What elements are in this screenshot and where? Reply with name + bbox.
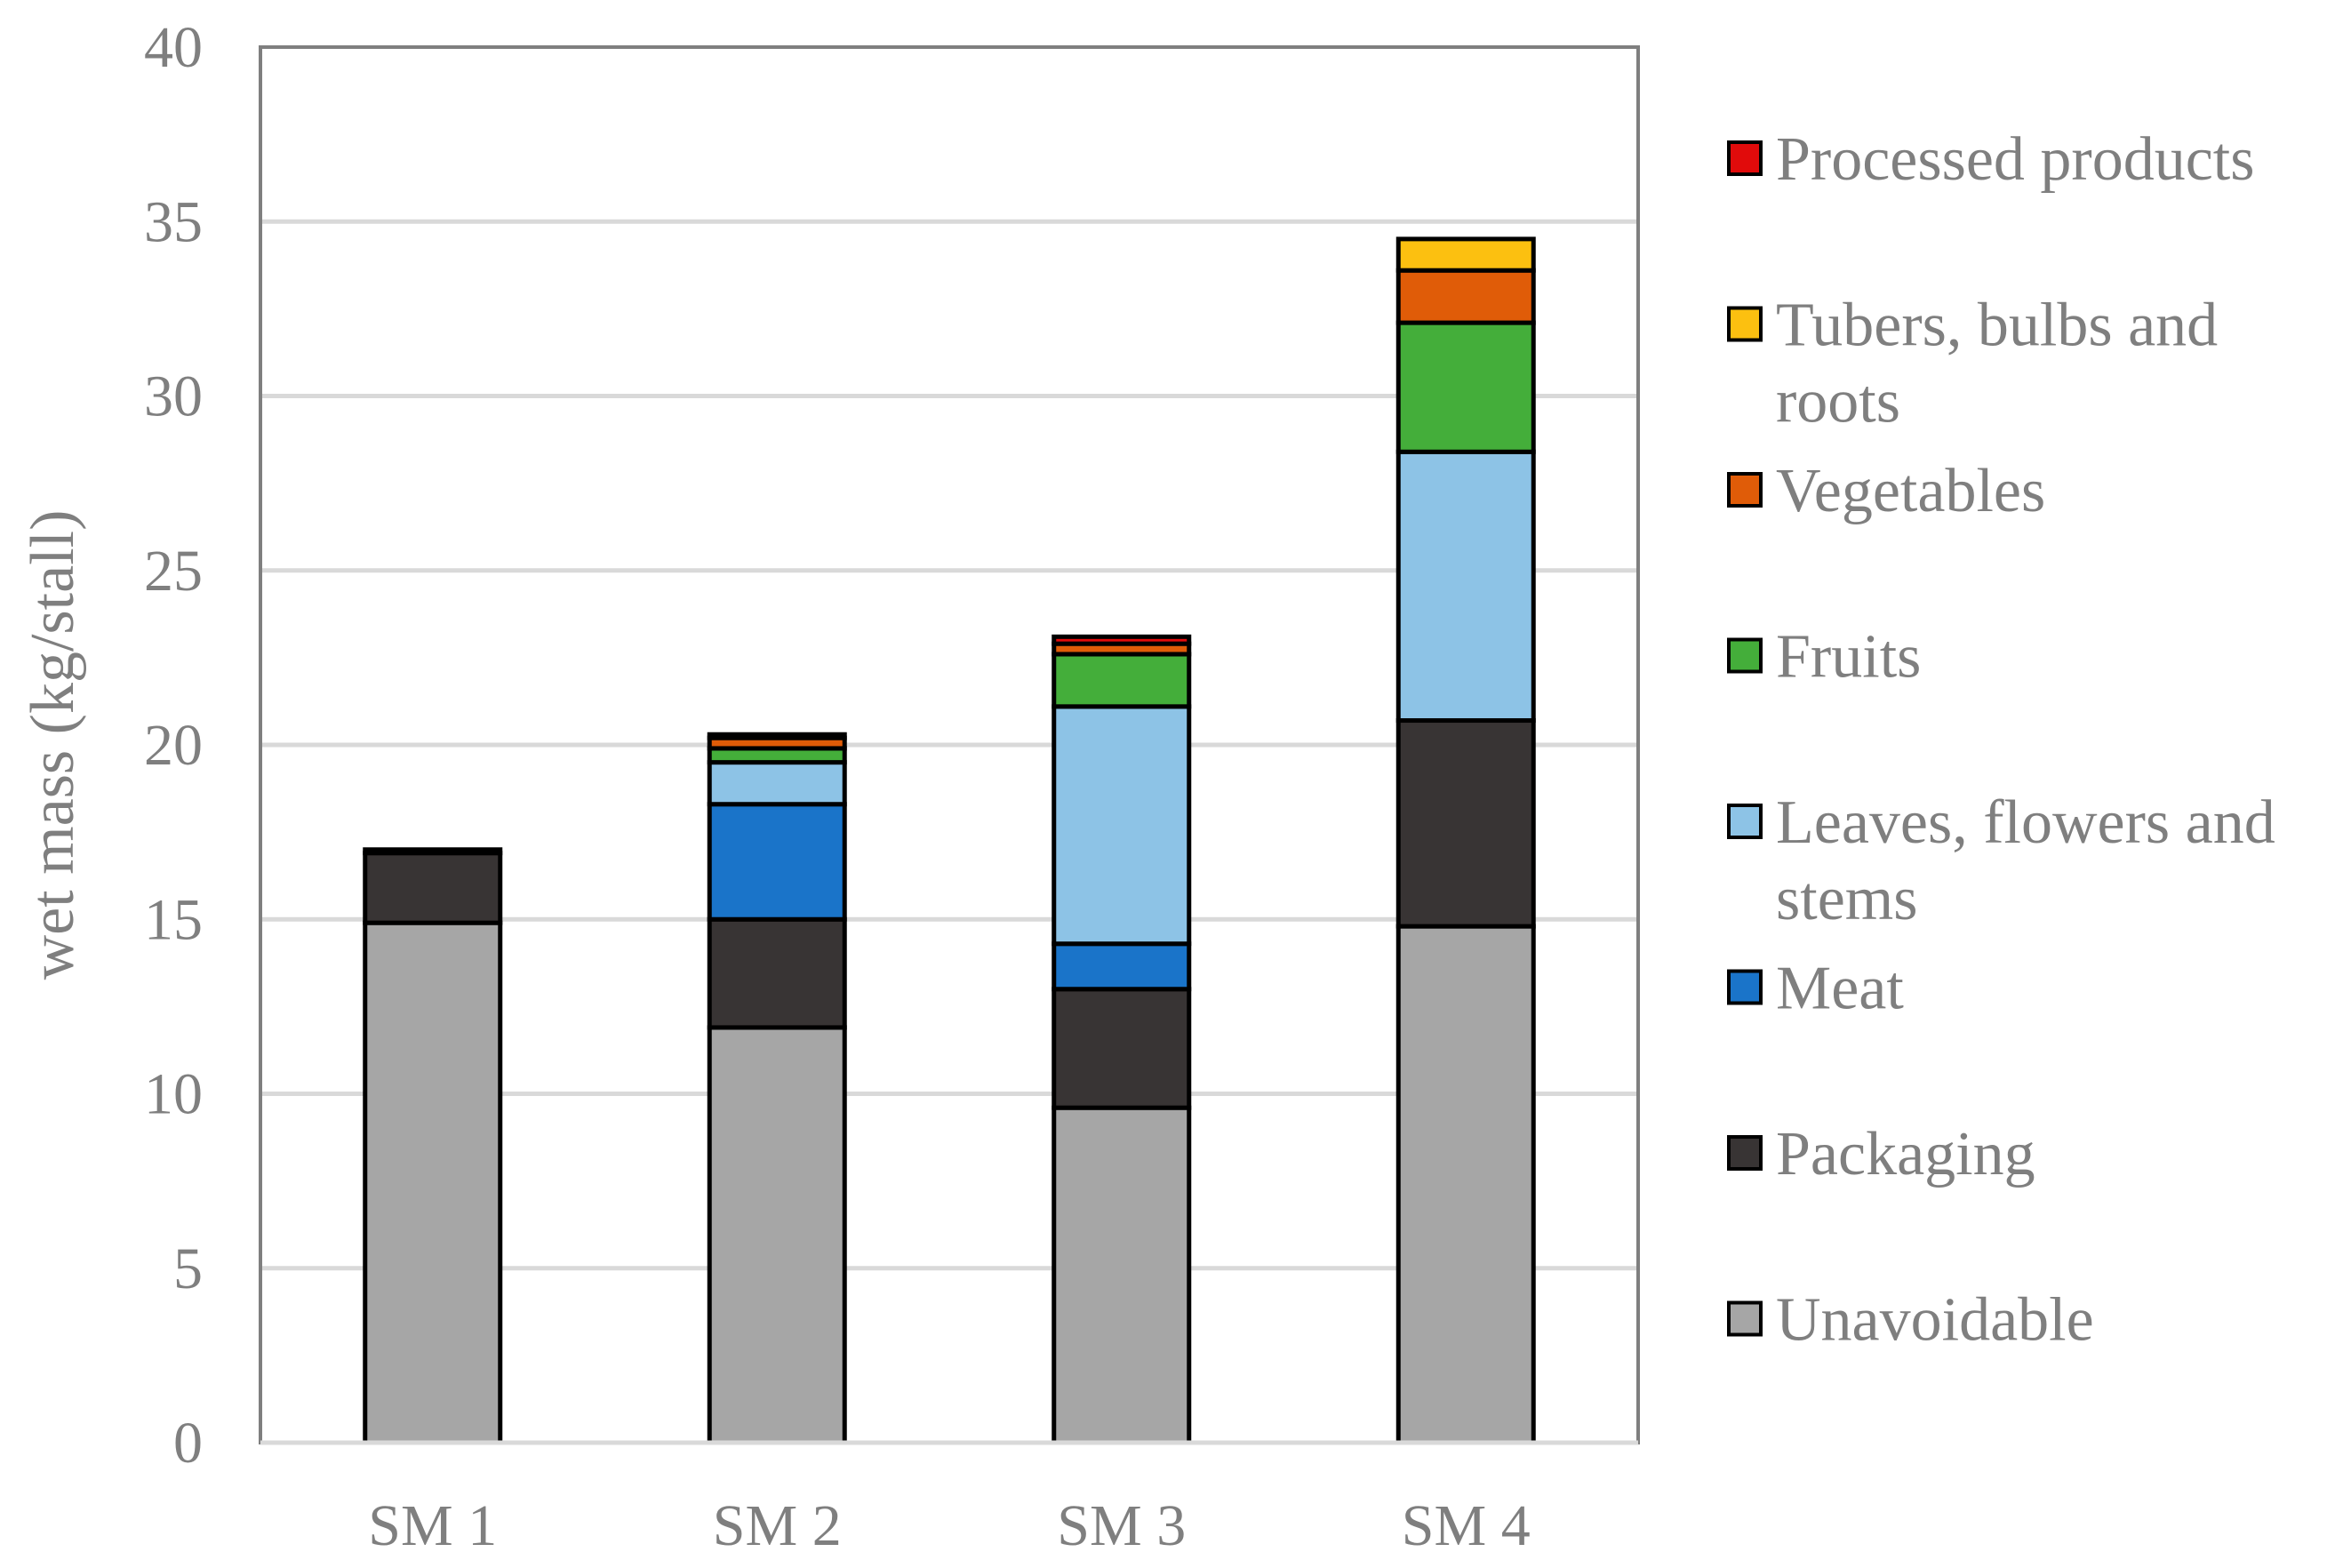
bar-segment: [363, 847, 503, 856]
x-tick-label: SM 2: [713, 1493, 842, 1558]
legend-swatch: [1727, 969, 1763, 1005]
legend-swatch: [1727, 804, 1763, 839]
legend-label: stems: [1776, 865, 1917, 933]
bar-segment: [1052, 941, 1192, 992]
legend-swatch: [1727, 140, 1763, 176]
bar-segment: [363, 920, 503, 1445]
legend-swatch: [1727, 1135, 1763, 1171]
bar-segment: [707, 802, 847, 922]
bar-segment: [1052, 704, 1192, 947]
legend: Processed products Tubers, bulbs and roots…: [1727, 125, 2275, 1355]
legend-label: Processed products: [1776, 125, 2255, 194]
legend-label: Packaging: [1776, 1120, 2035, 1188]
bar-segment: [363, 851, 503, 925]
y-tick-label: 0: [173, 1411, 203, 1476]
y-tick-label: 40: [144, 15, 203, 80]
bar-segment: [1052, 987, 1192, 1110]
legend-swatch: [1727, 472, 1763, 508]
bar-segment: [1395, 268, 1536, 325]
bar-segment: [707, 732, 847, 740]
y-tick-label: 25: [144, 539, 203, 604]
bar-segment: [1395, 320, 1536, 454]
x-tick-label: SM 1: [368, 1493, 497, 1558]
legend-label: Tubers, bulbs and: [1776, 292, 2218, 360]
bar-segment: [707, 760, 847, 807]
y-tick-label: 30: [144, 364, 203, 429]
y-tick-label: 20: [144, 713, 203, 778]
legend-label: Unavoidable: [1776, 1286, 2094, 1355]
y-tick-label: 10: [144, 1062, 203, 1127]
bars: [363, 236, 1536, 1445]
legend-swatch: [1727, 306, 1763, 342]
legend-label: Meat: [1776, 955, 1904, 1023]
y-tick-label: 15: [144, 887, 203, 952]
bar-segment: [1052, 652, 1192, 709]
bar-segment: [707, 1025, 847, 1445]
y-tick-label: 35: [144, 189, 203, 254]
bar-segment: [1395, 718, 1536, 929]
bar-segment: [1395, 924, 1536, 1445]
bar-segment: [707, 916, 847, 1030]
legend-swatch: [1727, 637, 1763, 674]
x-tick-label: SM 3: [1057, 1493, 1186, 1558]
bar-segment: [1052, 1105, 1192, 1445]
bar-segment: [1395, 449, 1536, 724]
legend-swatch: [1727, 1300, 1763, 1337]
bar-segment: [1052, 634, 1192, 646]
x-tick-label: SM 4: [1402, 1493, 1531, 1558]
legend-label: Fruits: [1776, 623, 1921, 692]
bar-segment: [1395, 236, 1536, 273]
legend-label: Vegetables: [1776, 457, 2045, 525]
legend-label: Leaves, flowers and: [1776, 788, 2275, 857]
axes: 0 5 10 15 20 25 30 35 40 SM 1 SM 2 SM 3 SM 4 wet mass…: [19, 15, 1640, 1558]
y-axis-title: wet mass (kg/stall): [19, 510, 87, 980]
legend-label: roots: [1776, 368, 1900, 436]
y-tick-label: 5: [173, 1236, 203, 1301]
